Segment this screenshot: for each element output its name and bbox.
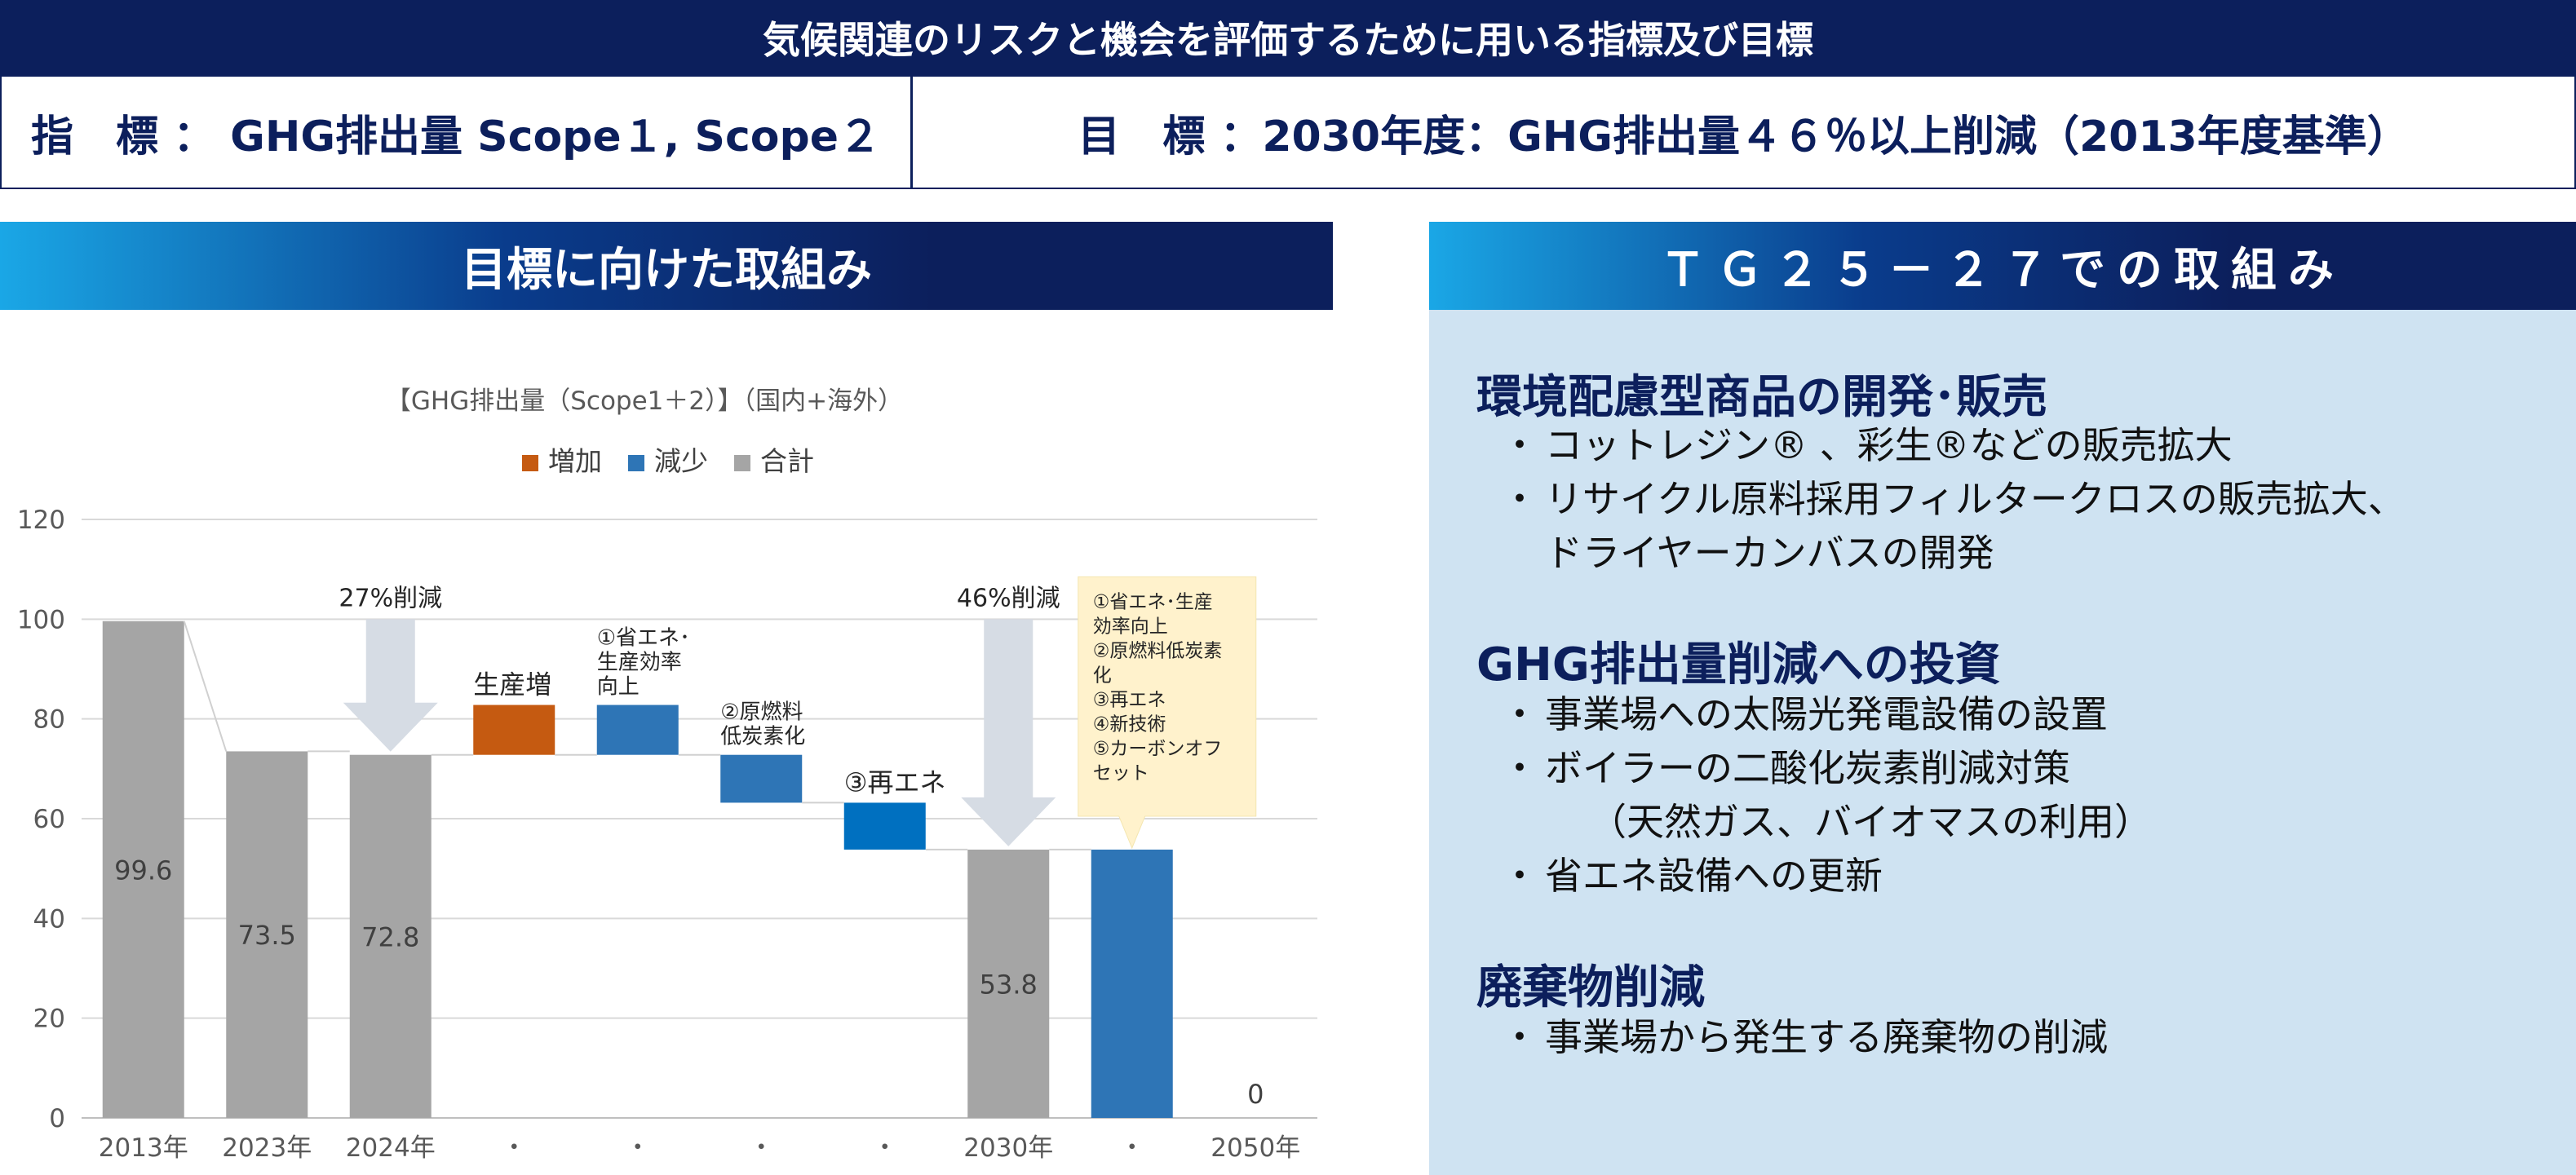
callout-text: ①省エネ･生産 (1093, 591, 1213, 612)
y-tick-label: 60 (33, 805, 65, 834)
bullet-dot: ・ (1501, 854, 1538, 898)
data-label: 99.6 (114, 855, 172, 886)
data-label: 73.5 (238, 920, 296, 951)
data-label: 53.8 (980, 969, 1038, 1000)
bar (720, 754, 803, 803)
step-annotation: 向上 (597, 675, 640, 700)
bar (226, 751, 308, 1118)
connector-line (183, 621, 228, 752)
category-title: 廃棄物削減 (1476, 961, 1705, 1014)
chart-title: 【GHG排出量（Scope1＋2）】（国内+海外） (386, 387, 903, 416)
initiative-item: ・ 事業場への太陽光発電設備の設置 (1501, 685, 2108, 739)
callout-text: ⑤カーボンオフ (1093, 738, 1223, 759)
target-text: 目 標 ：2030年度：GHG排出量４６％以上削減（2013年度基準） (1078, 112, 2410, 161)
step-annotation: ①省エネ･ (597, 626, 690, 651)
bar (473, 705, 555, 755)
bullet-dot: ・ (1501, 477, 1538, 521)
y-tick-label: 40 (33, 904, 65, 934)
indicator-cell: 指 標 ： GHG排出量 Scope１, Scope２ (2, 77, 913, 188)
legend-swatch (522, 455, 538, 471)
x-tick-label: ・ (1119, 1133, 1144, 1163)
initiative-item: ・ 省エネ設備への更新 (1501, 846, 1883, 900)
bar (1091, 849, 1173, 1118)
reduction-arrow (343, 619, 438, 752)
bar (843, 802, 926, 850)
y-tick-label: 0 (49, 1104, 65, 1133)
bar (967, 849, 1050, 1118)
initiative-text: リサイクル原料採用フィルタークロスの販売拡大、 (1545, 477, 2406, 521)
initiative-item: ・ リサイクル原料採用フィルタークロスの販売拡大、 (1501, 470, 2406, 523)
ghg-waterfall-chart: 【GHG排出量（Scope1＋2）】（国内+海外） 増加 減少 合計 0 20 40 60 80… (17, 387, 1317, 1163)
target-cell: 目 標 ：2030年度：GHG排出量４６％以上削減（2013年度基準） (913, 77, 2574, 188)
callout-text: 効率向上 (1093, 616, 1168, 637)
x-tick-label: ・ (872, 1133, 897, 1163)
category-title: GHG排出量削減への投資 (1476, 638, 2001, 691)
page-title: 気候関連のリスクと機会を評価するために用いる指標及び目標 (763, 18, 1813, 62)
x-tick-label: ・ (502, 1133, 527, 1163)
indicator-text: 指 標 ： GHG排出量 Scope１, Scope２ (30, 112, 882, 161)
legend-label: 増加 (548, 445, 602, 477)
callout-text: セット (1093, 762, 1149, 784)
bar (596, 705, 679, 755)
initiatives-panel: 環境配慮型商品の開発･販売 ・ コットレジン® 、彩生®などの販売拡大 ・ リサ… (1429, 310, 2576, 1175)
initiative-item: ・ 事業場から発生する廃棄物の削減 (1501, 1008, 2108, 1062)
reduction-label: 27%削減 (339, 584, 442, 612)
initiative-item: ・ コットレジン® 、彩生®などの販売拡大 (1501, 416, 2233, 470)
callout-text: ②原燃料低炭素 (1093, 640, 1223, 661)
x-tick-label: 2024年 (346, 1133, 436, 1163)
step-annotation: 生産効率 (597, 651, 682, 675)
data-label: 72.8 (361, 921, 419, 952)
legend-label: 合計 (760, 445, 814, 477)
page-title-bar: 気候関連のリスクと機会を評価するために用いる指標及び目標 (0, 0, 2576, 75)
x-tick-label: 2050年 (1211, 1133, 1300, 1163)
step-annotation: ③再エネ (844, 766, 946, 797)
right-section-title: ＴＧ２５－２７での取組み (1660, 243, 2345, 297)
callout-box (1078, 576, 1257, 850)
category-title: 環境配慮型商品の開発･販売 (1476, 371, 2047, 424)
bullet-dot: ・ (1501, 1015, 1538, 1059)
callout-text: 化 (1093, 665, 1112, 686)
legend-label: 減少 (654, 445, 708, 477)
x-tick-label: 2013年 (99, 1133, 188, 1163)
bullet-dot: ・ (1501, 423, 1538, 467)
step-annotation: ②原燃料 (720, 700, 803, 725)
legend-swatch (734, 455, 750, 471)
step-annotation: 生産増 (473, 669, 551, 700)
reduction-label: 46%削減 (957, 584, 1060, 612)
y-tick-label: 120 (17, 506, 65, 535)
left-section-header: 目標に向けた取組み (0, 222, 1333, 310)
legend-swatch (628, 455, 644, 471)
right-section-header: ＴＧ２５－２７での取組み (1429, 222, 2576, 310)
initiative-text-continued: （天然ガス、バイオマスの利用） (1589, 800, 2152, 844)
initiative-text: 省エネ設備への更新 (1545, 854, 1883, 898)
bar (102, 621, 184, 1118)
initiative-text-continued: ドライヤーカンバスの開発 (1545, 531, 1994, 575)
bullet-dot: ・ (1501, 746, 1538, 790)
initiative-text: 事業場から発生する廃棄物の削減 (1545, 1015, 2108, 1059)
initiative-text: 事業場への太陽光発電設備の設置 (1545, 692, 2108, 736)
initiative-item: ・ ボイラーの二酸化炭素削減対策 (1501, 739, 2070, 793)
bullet-dot: ・ (1501, 692, 1538, 736)
indicator-target-row: 指 標 ： GHG排出量 Scope１, Scope２ 目 標 ：2030年度：… (0, 75, 2576, 189)
initiative-text: ボイラーの二酸化炭素削減対策 (1545, 746, 2070, 790)
x-tick-label: ・ (625, 1133, 650, 1163)
initiative-text: コットレジン® 、彩生®などの販売拡大 (1545, 423, 2233, 467)
y-tick-label: 20 (33, 1005, 65, 1034)
x-tick-label: 2023年 (222, 1133, 312, 1163)
x-tick-label: ・ (749, 1133, 774, 1163)
callout-text: ③再エネ (1093, 689, 1166, 710)
callout-text: ④新技術 (1093, 713, 1166, 735)
bar (349, 754, 432, 1118)
y-tick-label: 100 (17, 605, 65, 634)
left-section-title: 目標に向けた取組み (461, 243, 872, 297)
x-tick-label: 2030年 (963, 1133, 1053, 1163)
reduction-arrow (961, 619, 1056, 846)
data-label: 0 (1247, 1079, 1264, 1110)
step-annotation: 低炭素化 (720, 725, 805, 749)
y-tick-label: 80 (33, 705, 65, 735)
